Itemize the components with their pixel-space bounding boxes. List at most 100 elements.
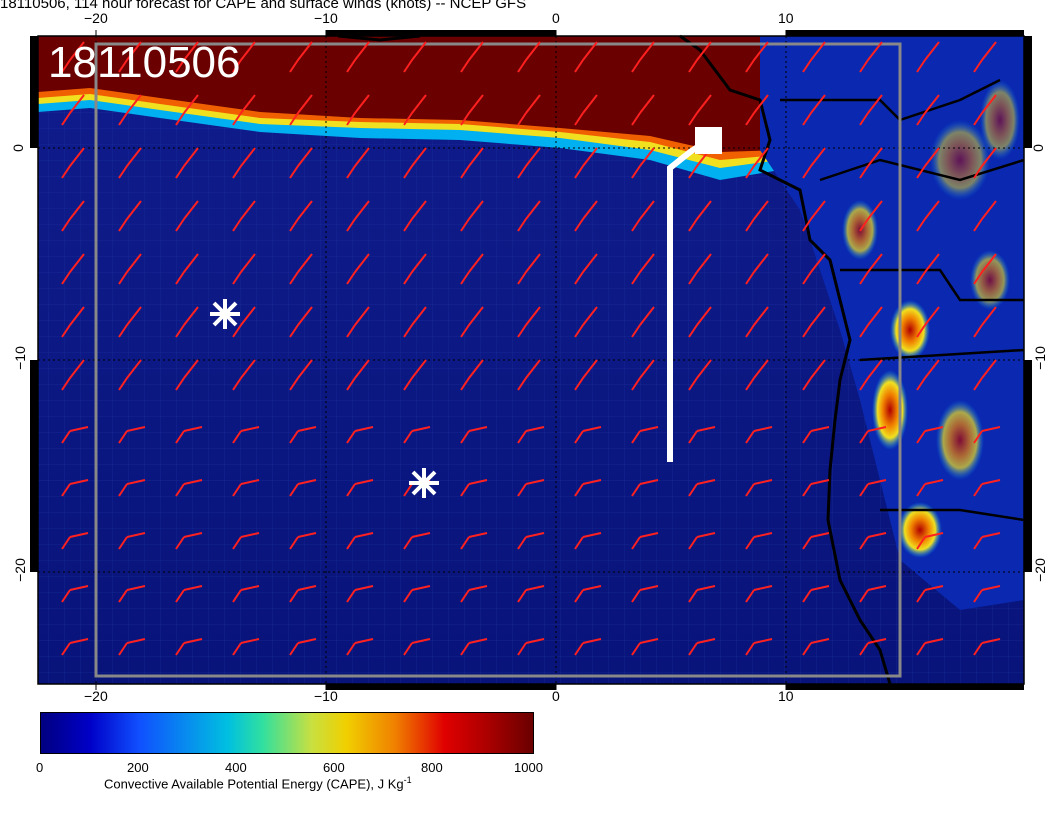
wind-barb xyxy=(802,479,830,497)
wind-barb xyxy=(802,532,830,550)
wind-barb xyxy=(631,94,655,126)
wind-barb xyxy=(631,147,655,179)
wind-barb xyxy=(403,585,431,603)
wind-barb xyxy=(916,585,944,603)
wind-barb xyxy=(688,426,716,444)
wind-barb xyxy=(973,94,997,126)
wind-barb xyxy=(460,638,488,656)
wind-barb xyxy=(574,253,598,285)
wind-barb xyxy=(232,426,260,444)
wind-barb xyxy=(118,306,142,338)
wind-barb xyxy=(289,479,317,497)
land-cape-spot xyxy=(970,250,1010,310)
wind-barb xyxy=(745,638,773,656)
wind-barb xyxy=(175,359,199,391)
wind-barb xyxy=(517,479,545,497)
wind-barb xyxy=(574,426,602,444)
wind-barb xyxy=(973,532,1001,550)
wind-barb xyxy=(574,200,598,232)
wind-barb xyxy=(859,426,887,444)
wind-barb xyxy=(688,585,716,603)
wind-barb xyxy=(232,200,256,232)
wind-barb xyxy=(175,94,199,126)
cape-band-core xyxy=(38,36,780,152)
wind-barb xyxy=(175,479,203,497)
square-marker xyxy=(695,127,722,154)
wind-barb xyxy=(973,253,997,285)
map-title: 18110506, 114 hour forecast for CAPE and… xyxy=(0,0,527,12)
wind-barb xyxy=(631,638,659,656)
wind-barb xyxy=(403,253,427,285)
top-tick-3: 0 xyxy=(552,10,560,26)
wind-barb xyxy=(403,638,431,656)
wind-barb xyxy=(973,585,1001,603)
wind-barb xyxy=(688,638,716,656)
wind-barb xyxy=(916,94,940,126)
wind-barb xyxy=(175,638,203,656)
wind-barb xyxy=(346,426,374,444)
wind-barb xyxy=(118,200,142,232)
wind-barb xyxy=(574,306,598,338)
wind-barb xyxy=(517,41,541,73)
wind-barb xyxy=(973,426,1001,444)
wind-barb xyxy=(574,638,602,656)
wind-barb xyxy=(517,638,545,656)
wind-barb xyxy=(289,200,313,232)
colorbar-tick: 0 xyxy=(36,760,44,775)
wind-barb xyxy=(460,200,484,232)
wind-barb xyxy=(460,532,488,550)
wind-barb xyxy=(574,532,602,550)
wind-barb xyxy=(916,41,940,73)
wind-barb xyxy=(973,359,997,391)
top-tick-1: −20 xyxy=(84,10,108,26)
wind-barb xyxy=(916,306,940,338)
wind-barb xyxy=(61,306,85,338)
wind-barb xyxy=(745,479,773,497)
land-cape-spot xyxy=(936,400,984,480)
wind-barb xyxy=(61,200,85,232)
wind-barb xyxy=(916,479,944,497)
wind-barb xyxy=(346,585,374,603)
wind-barb xyxy=(631,359,655,391)
wind-barb xyxy=(631,200,655,232)
wind-barb xyxy=(517,200,541,232)
wind-barb xyxy=(175,532,203,550)
wind-barb xyxy=(802,200,826,232)
wind-barb xyxy=(460,426,488,444)
wind-barb xyxy=(61,359,85,391)
wind-barb xyxy=(688,532,716,550)
wind-barb xyxy=(232,41,256,73)
wind-barb xyxy=(745,253,769,285)
wind-barb xyxy=(232,359,256,391)
wind-barb xyxy=(574,479,602,497)
wind-barb xyxy=(118,94,142,126)
wind-barb xyxy=(460,359,484,391)
wind-barb xyxy=(517,532,545,550)
wind-barbs xyxy=(61,41,1001,656)
wind-barb xyxy=(574,359,598,391)
top-tick-2: −10 xyxy=(314,10,338,26)
wind-barb xyxy=(232,585,260,603)
wind-barb xyxy=(574,94,598,126)
wind-barb xyxy=(175,147,199,179)
wind-barb xyxy=(916,147,940,179)
colorbar xyxy=(40,712,534,754)
wind-barb xyxy=(61,479,89,497)
bottom-tick-3: 0 xyxy=(552,688,560,704)
wind-barb xyxy=(289,359,313,391)
wind-barb xyxy=(61,41,85,73)
wind-barb xyxy=(403,532,431,550)
date-stamp: 18110506 xyxy=(48,38,241,87)
land-cape-spot xyxy=(872,370,908,450)
wind-barb xyxy=(688,306,712,338)
wind-barb xyxy=(802,94,826,126)
wind-barb xyxy=(859,147,883,179)
wind-barb xyxy=(61,94,85,126)
axis-black-bars xyxy=(30,30,1032,690)
wind-barb xyxy=(403,359,427,391)
wind-barb xyxy=(403,306,427,338)
wind-barb xyxy=(631,585,659,603)
wind-barb xyxy=(916,359,940,391)
wind-barb xyxy=(517,585,545,603)
bottom-tick-4: 10 xyxy=(778,688,794,704)
